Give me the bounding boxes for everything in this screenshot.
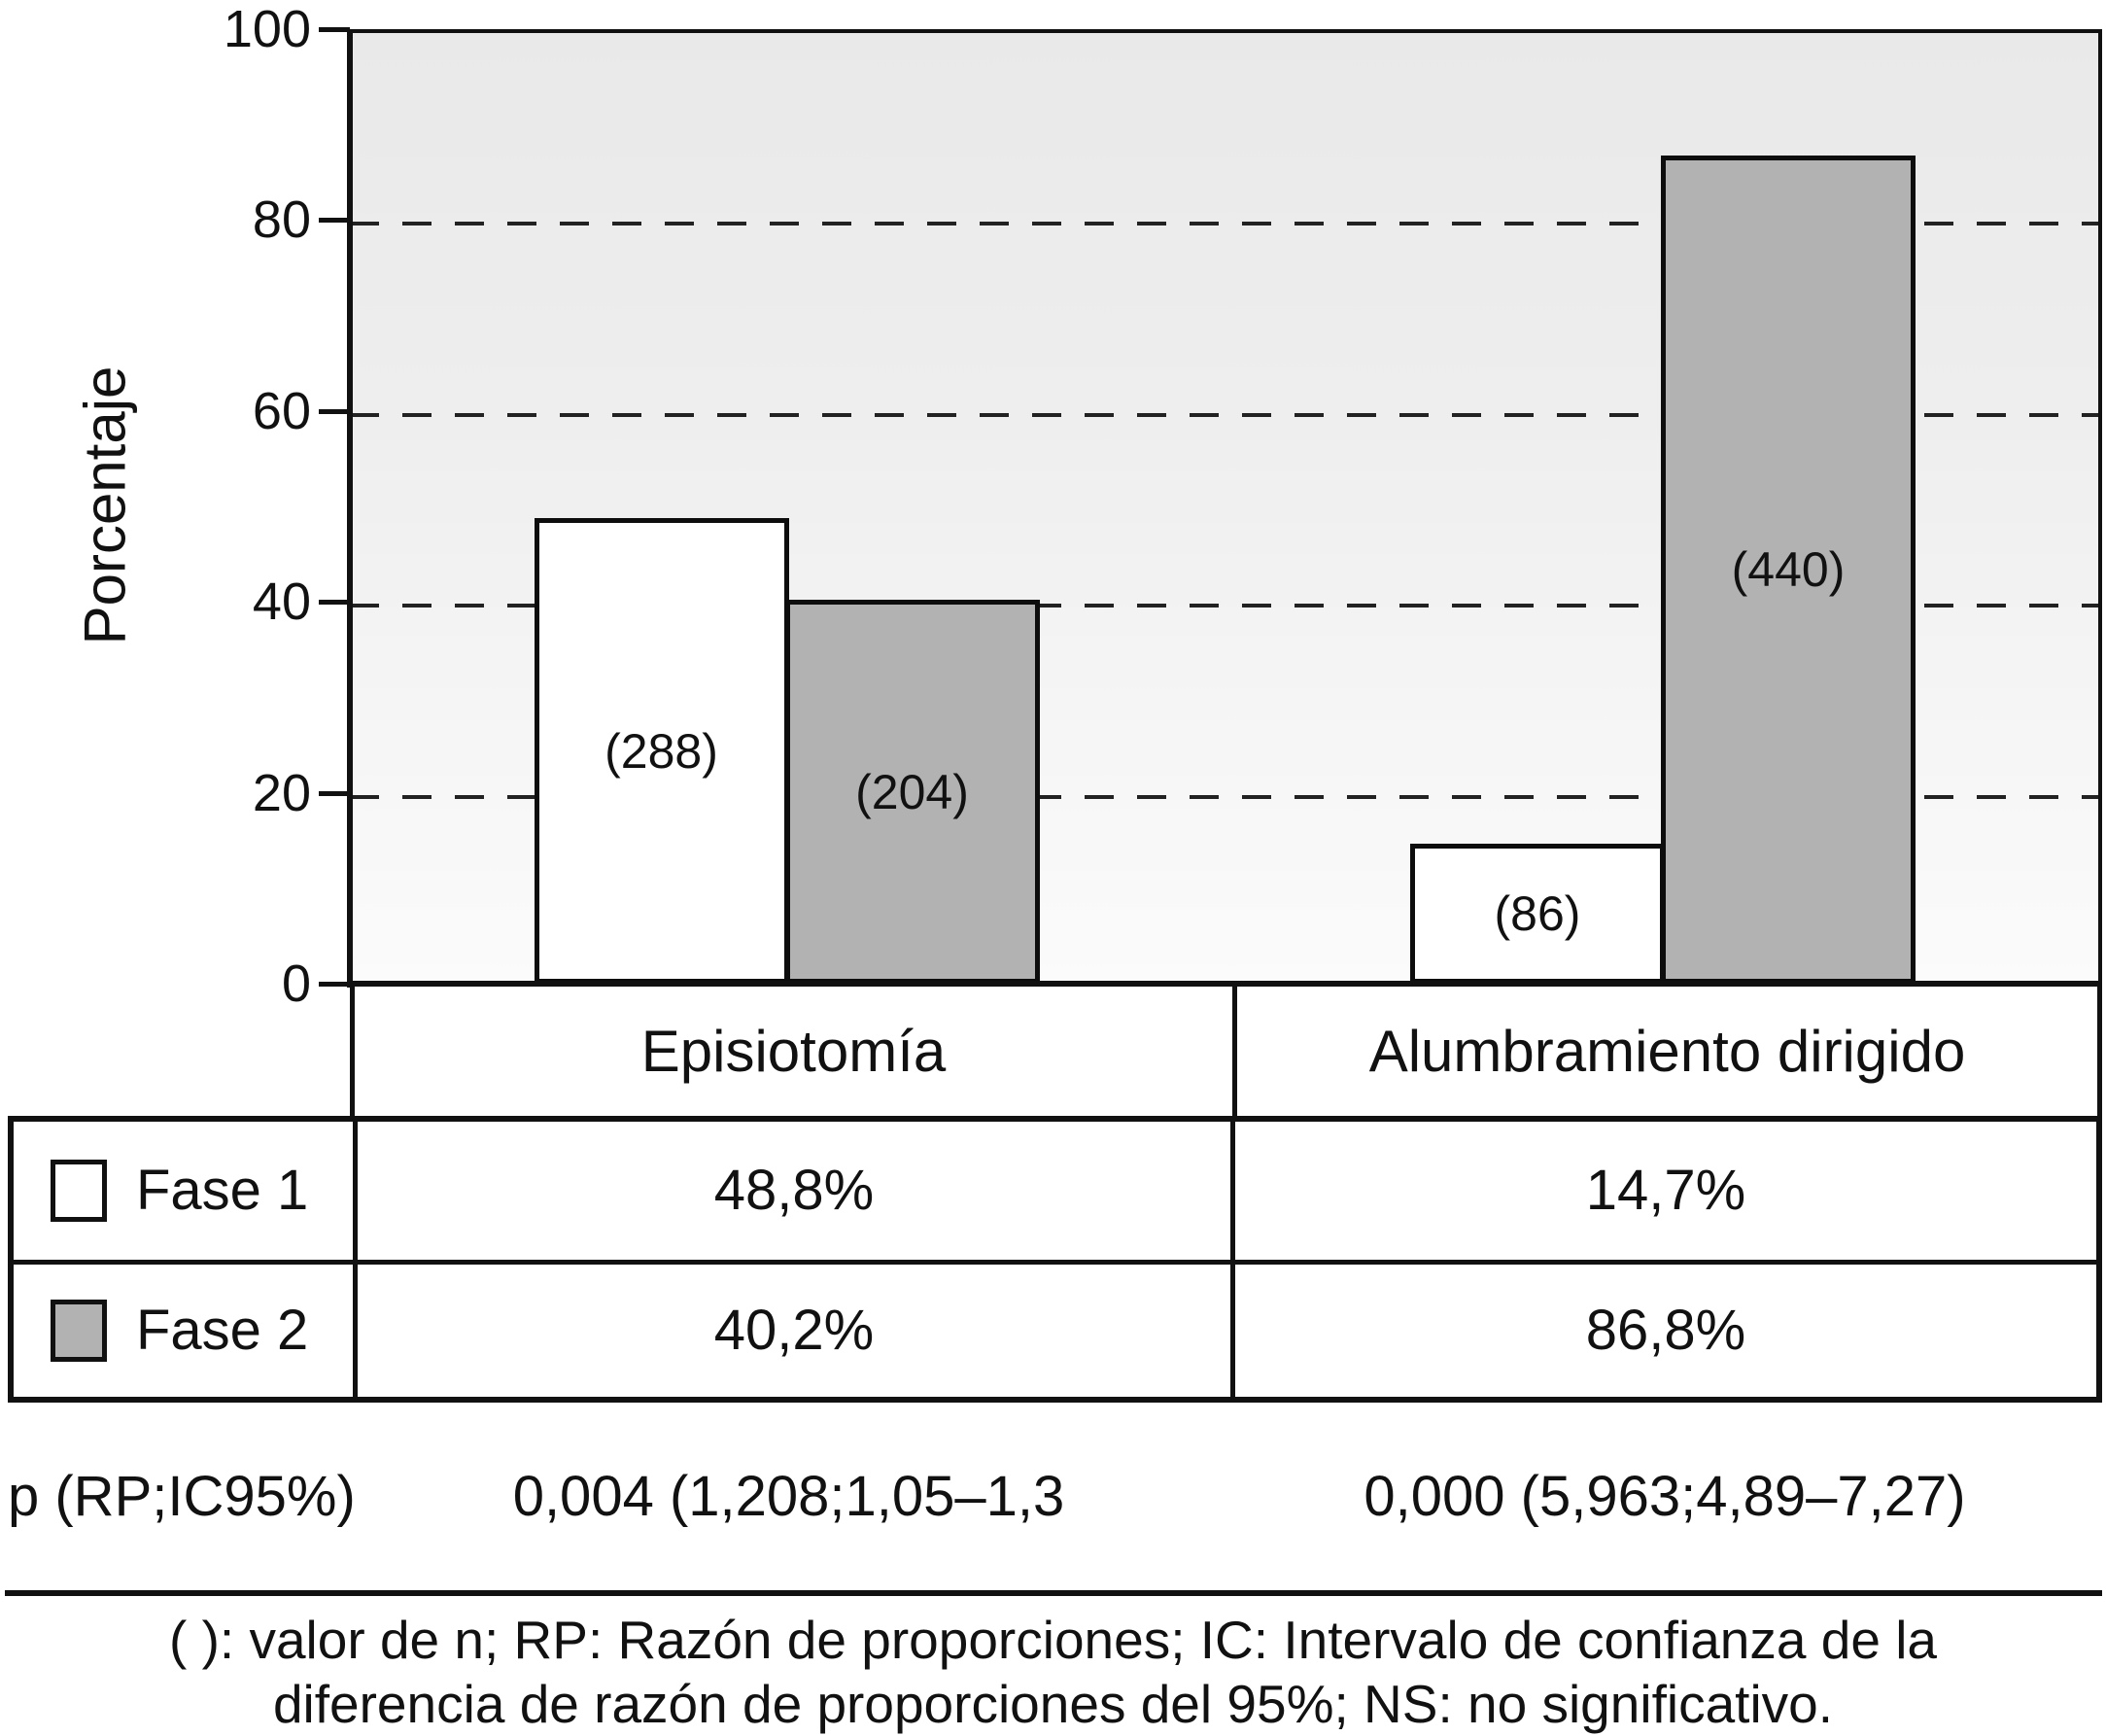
tick-label-40: 40 <box>252 573 311 632</box>
gridline-60 <box>350 412 2098 417</box>
tick-mark-0 <box>319 982 350 987</box>
bar-fase2-cat2: (440) <box>1661 156 1916 984</box>
gridline-80 <box>350 222 2098 226</box>
tick-mark-60 <box>319 408 350 414</box>
bar-n-label: (440) <box>1731 542 1846 597</box>
category-label-episiotomia: Episiotomía <box>640 1019 947 1084</box>
tick-mark-20 <box>319 790 350 796</box>
x-axis-baseline <box>347 981 2102 987</box>
tick-label-20: 20 <box>252 763 311 822</box>
category-label-alumbramiento: Alumbramiento dirigido <box>1232 987 2097 1116</box>
fase2-swatch-icon <box>51 1299 107 1362</box>
p-value-alumbramiento: 0,000 (5,963;4,89–7,27) <box>1364 1465 1966 1528</box>
table-row-fase2: Fase 2 40,2% 86,8% <box>14 1259 2096 1398</box>
bar-fase1-cat2: (86) <box>1410 844 1665 984</box>
footnote-rule <box>5 1590 2102 1596</box>
value-fase1-alumbramiento: 14,7% <box>1230 1122 2096 1260</box>
gridline-40 <box>350 604 2098 608</box>
tick-mark-40 <box>319 600 350 606</box>
fase1-label: Fase 1 <box>136 1159 309 1223</box>
tick-label-60: 60 <box>252 381 311 440</box>
footnote: ( ): valor de n; RP: Razón de proporcion… <box>0 1608 2106 1736</box>
plot-area: (288) (204) (86) (440) <box>350 29 2102 984</box>
bar-fase2-cat1: (204) <box>784 600 1040 984</box>
y-axis-line <box>347 29 353 988</box>
bar-fase1-cat1: (288) <box>534 518 789 984</box>
data-table: Fase 1 48,8% 14,7% Fase 2 40,2% 86,8% <box>8 1116 2102 1403</box>
fase2-label: Fase 2 <box>136 1299 309 1363</box>
gridline-20 <box>350 794 2098 799</box>
footnote-line-2: diferencia de razón de proporciones del … <box>272 1674 1834 1734</box>
p-value-episiotomia: 0,004 (1,208;1,05–1,3 <box>512 1465 1065 1528</box>
footnote-line-1: ( ): valor de n; RP: Razón de proporcion… <box>168 1610 1938 1670</box>
value-fase2-alumbramiento: 86,8% <box>1230 1264 2096 1397</box>
legend-item-fase2: Fase 2 <box>14 1265 353 1398</box>
bar-n-label: (288) <box>604 723 718 779</box>
tick-label-100: 100 <box>223 0 311 58</box>
value-fase1-episiotomia: 48,8% <box>353 1122 1230 1260</box>
tick-mark-100 <box>319 27 350 32</box>
legend-item-fase1: Fase 1 <box>14 1122 353 1260</box>
figure-canvas: Porcentaje (288) (204) (86) (440) 0 20 40 60 80… <box>5 0 2102 1734</box>
tick-label-80: 80 <box>252 191 311 250</box>
category-header-row: Episiotomía Alumbramiento dirigido <box>350 987 2102 1116</box>
fase1-swatch-icon <box>51 1159 107 1222</box>
value-fase2-episiotomia: 40,2% <box>353 1264 1230 1397</box>
p-row-label: p (RP;IC95%) <box>8 1465 356 1528</box>
bar-n-label: (204) <box>855 764 969 819</box>
tick-mark-80 <box>319 218 350 224</box>
tick-label-0: 0 <box>281 955 311 1013</box>
bar-n-label: (86) <box>1494 886 1581 941</box>
table-row-fase1: Fase 1 48,8% 14,7% <box>14 1122 2096 1260</box>
